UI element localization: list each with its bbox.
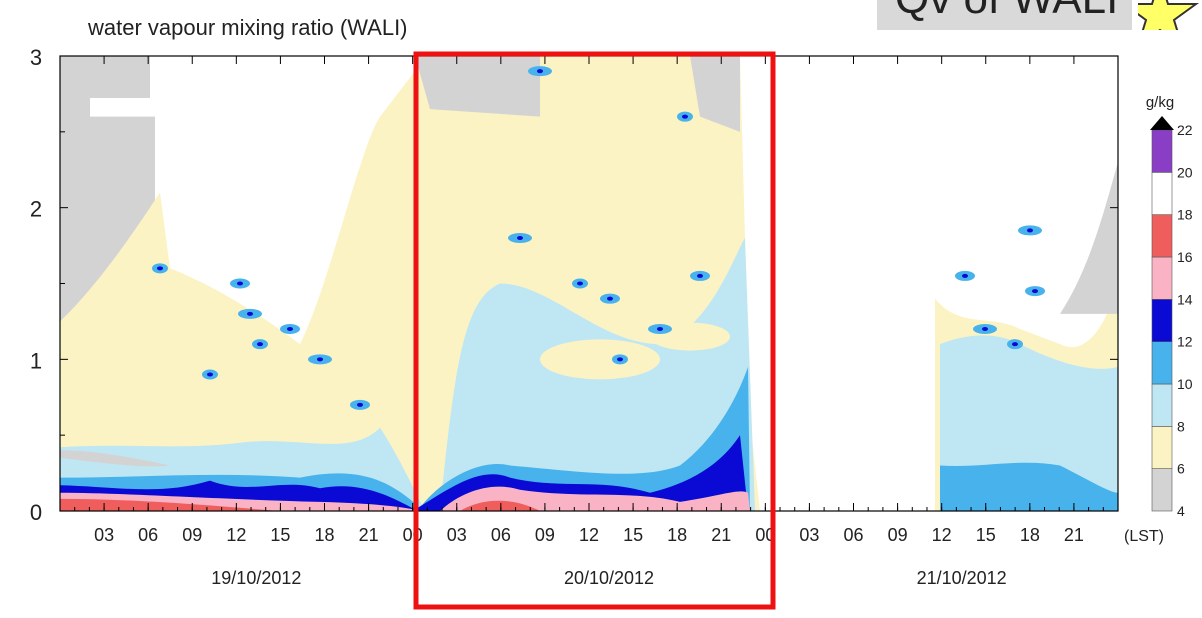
field-blob-core <box>257 342 263 347</box>
badge-text: Qv of WALI <box>895 0 1118 24</box>
plot-area <box>60 56 1118 511</box>
date-label: 20/10/2012 <box>564 568 654 588</box>
x-tick-label: 15 <box>976 525 996 545</box>
field-blob-core <box>517 236 523 240</box>
title-badge: Qv of WALI <box>877 0 1132 30</box>
field-blob-core <box>537 69 543 74</box>
field-blob-core <box>157 266 163 271</box>
field-blob-core <box>1012 342 1018 347</box>
colorbar-segment <box>1151 299 1173 342</box>
field-grey <box>60 450 170 467</box>
field-blue <box>940 462 1118 511</box>
x-tick-label: 18 <box>1020 525 1040 545</box>
field-blob-core <box>607 296 613 301</box>
colorbar-label: 14 <box>1177 291 1193 307</box>
x-tick-label: 15 <box>623 525 643 545</box>
field-blob-core <box>577 281 583 286</box>
field-blob-core <box>247 311 253 316</box>
field-blue <box>60 366 750 511</box>
x-tick-label: 18 <box>667 525 687 545</box>
field-grey <box>415 56 540 117</box>
colorbar-label: 12 <box>1177 334 1193 350</box>
y-tick-label: 2 <box>30 197 42 222</box>
field-grey <box>690 56 740 132</box>
x-tick-label: 00 <box>403 525 423 545</box>
x-tick-label: 15 <box>270 525 290 545</box>
colorbar-segment <box>1151 172 1173 215</box>
x-tick-label: 21 <box>1064 525 1084 545</box>
date-label: 19/10/2012 <box>211 568 301 588</box>
colorbar-segment <box>1151 383 1173 427</box>
field-blob-core <box>657 327 663 331</box>
colorbar-segment <box>1151 341 1173 385</box>
colorbar-arrow <box>1150 116 1174 130</box>
field-blob-core <box>287 327 293 331</box>
x-tick-label: 09 <box>535 525 555 545</box>
x-tick-label: 06 <box>491 525 511 545</box>
field-blob-core <box>207 372 213 377</box>
colorbar-label: 22 <box>1177 122 1193 138</box>
colorbar-label: 6 <box>1177 461 1185 477</box>
x-tick-label: 12 <box>932 525 952 545</box>
x-tick-label: 06 <box>138 525 158 545</box>
field-red <box>60 498 540 511</box>
field-blob-core <box>962 273 968 278</box>
colorbar-label: 10 <box>1177 376 1193 392</box>
x-tick-label: 09 <box>182 525 202 545</box>
field-navy <box>60 435 748 511</box>
colorbar-segment <box>1151 129 1173 173</box>
x-tick-label: 06 <box>843 525 863 545</box>
field-blob-core <box>617 357 623 362</box>
colorbar-label: 8 <box>1177 418 1185 434</box>
colorbar-label: 16 <box>1177 249 1193 265</box>
field-grey <box>1060 162 1118 314</box>
x-axis-unit: (LST) <box>1124 528 1164 545</box>
chart-title: water vapour mixing ratio (WALI) <box>87 15 408 40</box>
x-tick-label: 09 <box>888 525 908 545</box>
field-blob-core <box>317 357 323 362</box>
highlight-box <box>413 51 776 610</box>
field-blob-core <box>982 327 988 331</box>
x-tick-label: 21 <box>359 525 379 545</box>
date-label: 21/10/2012 <box>917 568 1007 588</box>
x-tick-label: 03 <box>94 525 114 545</box>
x-tick-label: 03 <box>799 525 819 545</box>
field-blob-core <box>697 273 703 278</box>
colorbar-segment <box>1151 214 1173 258</box>
colorbar-segment <box>1151 468 1173 512</box>
field-yellow <box>540 339 660 380</box>
y-tick-label: 1 <box>30 348 42 373</box>
x-tick-label: 12 <box>226 525 246 545</box>
field-pink <box>60 486 750 511</box>
y-tick-label: 3 <box>30 45 42 70</box>
x-tick-label: 18 <box>314 525 334 545</box>
star-icon <box>1138 0 1200 30</box>
x-tick-label: 21 <box>711 525 731 545</box>
x-tick-label: 03 <box>447 525 467 545</box>
colorbar-unit: g/kg <box>1146 94 1174 111</box>
y-tick-label: 0 <box>30 500 42 525</box>
field-blob-core <box>1027 228 1033 233</box>
colorbar-label: 4 <box>1177 503 1185 519</box>
field-blob-core <box>682 114 688 119</box>
colorbar-label: 20 <box>1177 164 1193 180</box>
x-tick-label: 00 <box>755 525 775 545</box>
colorbar-segment <box>1151 426 1173 469</box>
field-yellow <box>60 71 415 511</box>
colorbar-segment <box>1151 256 1173 300</box>
field-blob-core <box>357 402 363 407</box>
x-tick-label: 12 <box>579 525 599 545</box>
colorbar-label: 18 <box>1177 207 1193 223</box>
field-blob-core <box>1032 289 1038 294</box>
field-blob-core <box>237 281 243 286</box>
